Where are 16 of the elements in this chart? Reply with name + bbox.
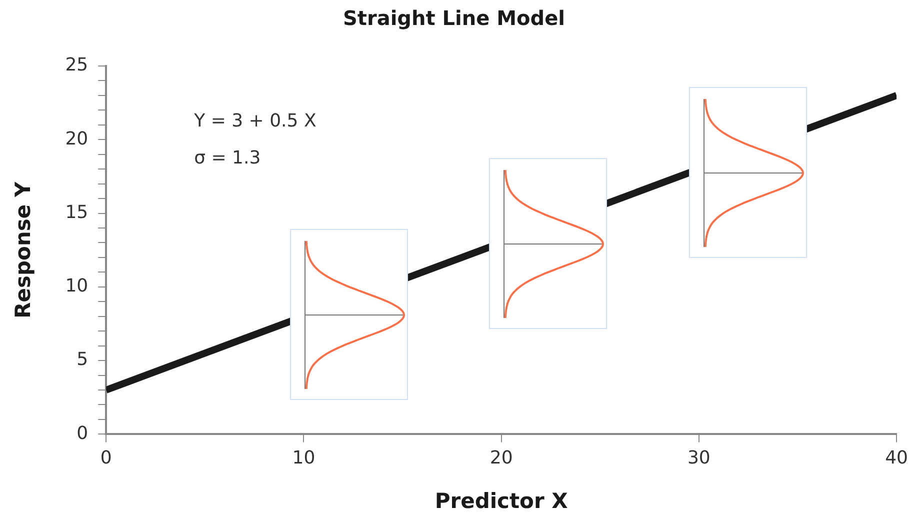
y-tick-label: 20 bbox=[65, 128, 88, 150]
x-axis-title: Predictor X bbox=[434, 488, 568, 513]
x-tick-label: 10 bbox=[292, 448, 316, 469]
y-tick-label: 10 bbox=[65, 276, 88, 297]
y-tick-label: 25 bbox=[65, 54, 88, 76]
x-tick-label: 0 bbox=[100, 448, 112, 469]
x-tick-label: 40 bbox=[885, 448, 908, 469]
x-tick-label: 20 bbox=[490, 448, 513, 469]
y-tick-label: 0 bbox=[76, 422, 88, 444]
y-tick-label: 5 bbox=[76, 349, 88, 370]
chart-title: Straight Line Model bbox=[342, 6, 566, 30]
x-tick-label: 30 bbox=[687, 448, 710, 469]
annotation: σ = 1.3 bbox=[194, 148, 261, 169]
annotation: Y = 3 + 0.5 X bbox=[193, 110, 316, 132]
y-tick-label: 15 bbox=[65, 202, 88, 223]
y-axis-title: Response Y bbox=[11, 181, 36, 318]
